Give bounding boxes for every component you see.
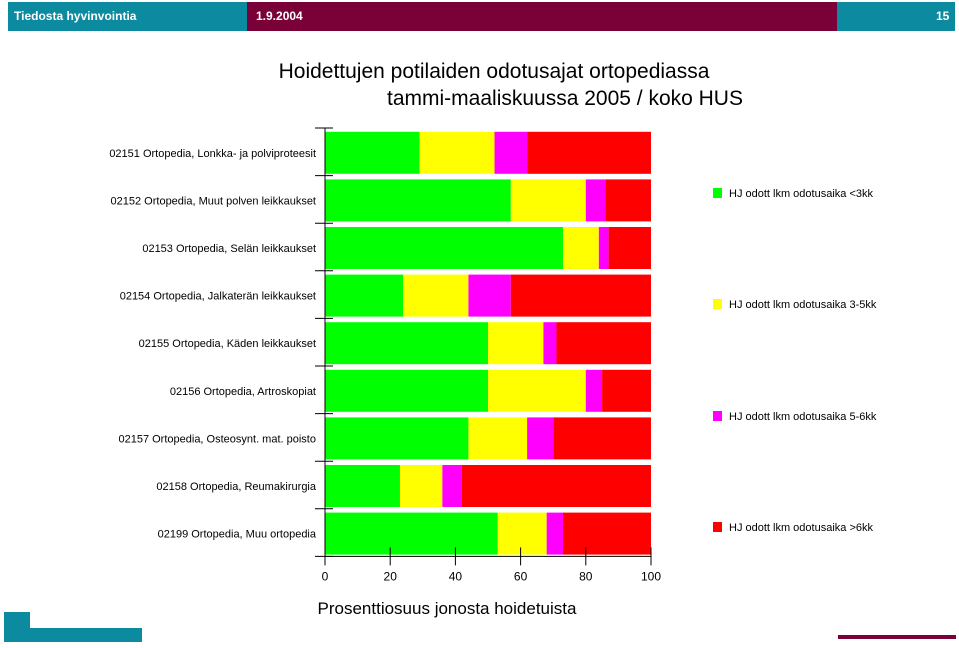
bar-segment-9-3 [546, 512, 563, 555]
bar-segment-4-2 [403, 274, 469, 317]
bar-segment-4-1 [325, 274, 404, 317]
bar-segment-6-1 [325, 369, 488, 412]
x-tick-label: 40 [449, 569, 463, 583]
header-title: Tiedosta hyvinvointia [14, 9, 137, 23]
legend-swatch [713, 522, 722, 532]
legend-label: HJ odott lkm odotusaika >6kk [729, 522, 873, 534]
header-date: 1.9.2004 [256, 9, 303, 23]
x-tick-label: 0 [322, 569, 329, 583]
x-tick-label: 60 [514, 569, 528, 583]
bar-segment-5-3 [543, 322, 557, 365]
bar-segment-8-3 [442, 465, 462, 507]
chart-title: Hoidettujen potilaiden odotusajat ortope… [279, 60, 710, 83]
x-tick-label: 100 [641, 569, 661, 583]
header-left-segment [8, 2, 247, 31]
category-label: 02152 Ortopedia, Muut polven leikkaukset [111, 195, 316, 207]
bar-segment-3-3 [598, 227, 609, 269]
bar-segment-2-1 [325, 179, 511, 222]
bar-segment-4-4 [510, 274, 651, 317]
category-label: 02153 Ortopedia, Selän leikkaukset [142, 243, 316, 255]
bar-segment-9-1 [325, 512, 498, 555]
bar-segment-8-1 [325, 465, 400, 507]
bar-segment-2-3 [585, 179, 606, 222]
bar-segment-6-3 [585, 369, 603, 412]
footer-accent-line [838, 635, 956, 639]
bar-segment-2-2 [510, 179, 586, 222]
bar-segment-1-4 [527, 131, 651, 174]
bars-group [325, 131, 651, 555]
legend-swatch [713, 299, 722, 309]
category-label: 02156 Ortopedia, Artroskopiat [170, 386, 316, 398]
bar-segment-5-2 [488, 322, 544, 365]
bar-segment-4-3 [468, 274, 511, 317]
bar-segment-8-4 [461, 465, 651, 507]
bar-segment-1-3 [494, 131, 528, 174]
bar-segment-7-2 [468, 417, 528, 460]
bar-segment-9-4 [562, 512, 651, 555]
axes-group: 02151 Ortopedia, Lonkka- ja polviprotees… [109, 127, 661, 583]
category-label: 02154 Ortopedia, Jalkaterän leikkaukset [120, 291, 316, 303]
logo-strip [30, 628, 142, 642]
chart-subtitle: tammi-maaliskuussa 2005 / koko HUS [387, 87, 743, 110]
bar-segment-7-4 [553, 417, 651, 460]
x-tick-label: 20 [384, 569, 398, 583]
bar-segment-5-1 [325, 322, 488, 365]
bar-segment-6-4 [602, 369, 651, 412]
bar-segment-1-1 [325, 131, 420, 174]
header-middle-segment [247, 2, 837, 31]
x-tick-label: 80 [579, 569, 593, 583]
x-axis-label: Prosenttiosuus jonosta hoidetuista [318, 599, 577, 618]
page-number: 15 [936, 9, 950, 23]
category-label: 02151 Ortopedia, Lonkka- ja polviprotees… [109, 148, 316, 160]
legend-label: HJ odott lkm odotusaika <3kk [729, 188, 873, 200]
legend-label: HJ odott lkm odotusaika 5-6kk [729, 411, 877, 423]
legend-swatch [713, 188, 722, 198]
bar-segment-3-1 [325, 227, 563, 269]
bar-segment-1-2 [419, 131, 495, 174]
bar-segment-6-2 [488, 369, 586, 412]
bar-segment-7-3 [527, 417, 554, 460]
bar-segment-3-4 [608, 227, 651, 269]
legend: HJ odott lkm odotusaika <3kk HJ odott lkm… [713, 188, 877, 534]
bar-segment-3-2 [562, 227, 599, 269]
header-right-segment [837, 2, 955, 31]
bar-segment-9-2 [497, 512, 547, 555]
bar-segment-2-4 [605, 179, 651, 222]
logo-icon [4, 612, 30, 642]
legend-swatch [713, 411, 722, 421]
category-label: 02157 Ortopedia, Osteosynt. mat. poisto [118, 433, 316, 445]
header-bar: Tiedosta hyvinvointia 1.9.2004 15 [0, 0, 959, 33]
legend-label: HJ odott lkm odotusaika 3-5kk [729, 299, 877, 311]
category-label: 02199 Ortopedia, Muu ortopedia [158, 529, 317, 541]
bar-segment-5-4 [556, 322, 651, 365]
bar-segment-7-1 [325, 417, 469, 460]
bar-segment-8-2 [399, 465, 443, 507]
category-label: 02158 Ortopedia, Reumakirurgia [156, 481, 316, 493]
category-label: 02155 Ortopedia, Käden leikkaukset [139, 338, 316, 350]
